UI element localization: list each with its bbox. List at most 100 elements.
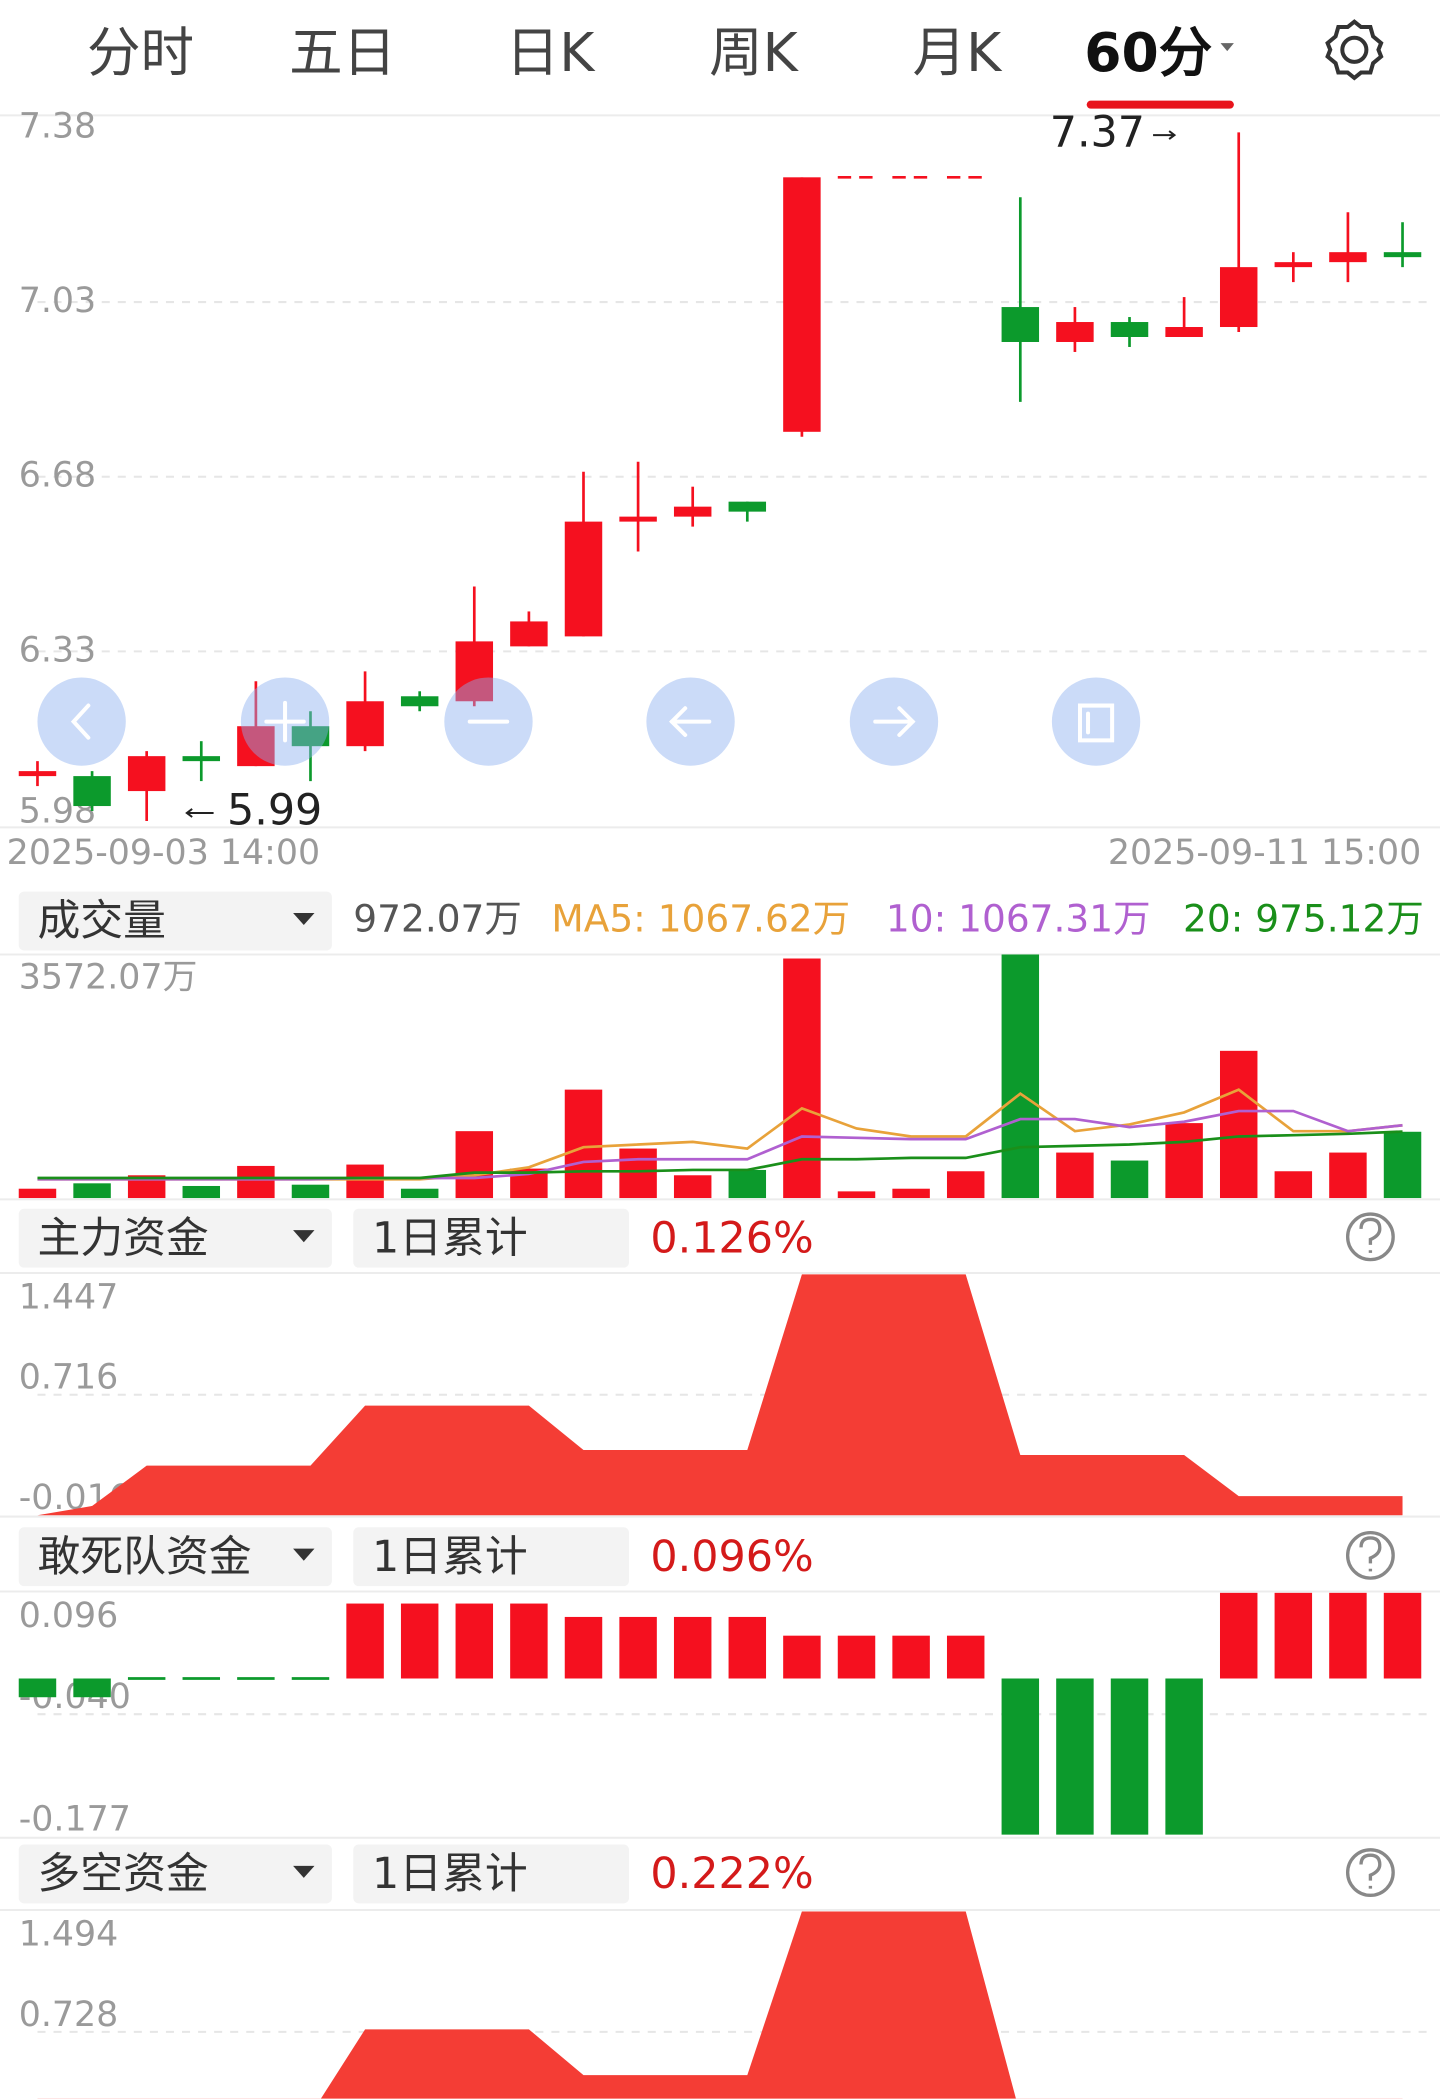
active-tab-underline <box>1086 100 1234 109</box>
fund-bar <box>346 1603 384 1679</box>
fund-bar <box>728 1616 767 1679</box>
period-box <box>353 1844 629 1904</box>
tab[interactable]: 分时 <box>87 21 194 84</box>
selector-label[interactable]: 成交量 <box>37 896 165 946</box>
candle-body <box>564 521 603 637</box>
tab[interactable]: 60分 <box>1084 21 1212 84</box>
volume-bar <box>1383 1131 1422 1199</box>
scroll-right-button[interactable] <box>849 677 939 766</box>
help-icon-mark <box>1359 1536 1382 1572</box>
y-tick-label: 6.33 <box>19 630 96 670</box>
volume-bar <box>455 1131 494 1199</box>
legend-entry: 10: 1067.31万 <box>886 897 1151 941</box>
fund-bar <box>400 1603 439 1679</box>
y-tick-label: 3572.07万 <box>19 958 198 998</box>
volume-bar <box>73 1183 111 1199</box>
y-tick-label: 0.716 <box>19 1358 119 1398</box>
candle-body <box>73 776 111 807</box>
volume-bar <box>400 1188 439 1199</box>
period-box <box>353 1208 629 1268</box>
selector-box[interactable] <box>18 891 332 951</box>
selector-label[interactable]: 主力资金 <box>37 1213 208 1263</box>
fund-bar <box>1165 1678 1203 1835</box>
fund-bar <box>783 1635 821 1679</box>
volume-bar <box>1329 1152 1367 1199</box>
min-price-label: 5.99 <box>227 785 322 835</box>
candle-body <box>783 177 821 432</box>
volume-current: 972.07万 <box>353 897 522 941</box>
volume-bar <box>837 1191 876 1199</box>
period-value: 0.222% <box>650 1849 813 1899</box>
period-value: 0.126% <box>650 1213 813 1263</box>
selector-box[interactable] <box>18 1844 332 1904</box>
candle-body <box>1110 322 1149 337</box>
period-box <box>353 1527 629 1587</box>
candle-body <box>400 696 439 707</box>
candle-body <box>237 726 275 767</box>
fund-area <box>37 1911 1403 2099</box>
tab[interactable]: 日K <box>506 21 597 84</box>
fund-bar <box>1001 1678 1040 1835</box>
selector-label[interactable]: 敢死队资金 <box>37 1532 251 1582</box>
fund-bar <box>1110 1678 1149 1835</box>
help-icon-mark <box>1359 1217 1382 1253</box>
help-icon[interactable] <box>1345 1530 1395 1580</box>
scroll-left-button[interactable] <box>646 677 735 766</box>
candle-body <box>510 621 548 647</box>
fund-bar <box>564 1616 603 1679</box>
y-tick-label: 0.096 <box>19 1596 119 1636</box>
tab[interactable]: 五日 <box>289 21 396 84</box>
help-icon-mark <box>1359 1853 1382 1889</box>
fund-area <box>37 1274 1403 1516</box>
fund-bar <box>1383 1592 1422 1679</box>
period-label: 1日累计 <box>372 1213 528 1263</box>
volume-bar <box>346 1164 384 1199</box>
candle-body <box>18 771 57 777</box>
help-icon[interactable] <box>1345 1212 1395 1262</box>
fund-bar <box>455 1603 494 1679</box>
tab[interactable]: 周K <box>709 21 800 84</box>
rotate-button[interactable] <box>1051 677 1141 766</box>
y-tick-label: 1.447 <box>19 1277 119 1317</box>
volume-bar <box>1110 1160 1149 1199</box>
candle-body <box>1383 252 1422 258</box>
volume-bar <box>127 1175 166 1199</box>
fund-bar <box>1274 1592 1313 1679</box>
settings-icon[interactable] <box>1325 19 1384 81</box>
volume-bar <box>291 1184 330 1199</box>
fund-bar <box>619 1616 657 1679</box>
help-icon[interactable] <box>1345 1848 1395 1897</box>
y-tick-label: 6.68 <box>19 456 96 496</box>
area-group <box>37 1911 1403 2099</box>
volume-bar <box>237 1165 275 1199</box>
nav-buttons <box>37 677 1141 766</box>
x-axis-start: 2025-09-03 14:00 <box>7 833 320 873</box>
selector-arrow <box>293 1230 315 1243</box>
prev-button[interactable] <box>37 677 126 766</box>
y-tick-label: 0.728 <box>19 1995 119 2035</box>
candle-body <box>1274 262 1313 268</box>
period-value: 0.096% <box>650 1532 813 1582</box>
candle-body <box>1001 307 1040 342</box>
selector-label[interactable]: 多空资金 <box>37 1849 208 1899</box>
volume-bar <box>1001 954 1040 1199</box>
fund-bar <box>1329 1592 1367 1679</box>
candle-body <box>1329 252 1367 263</box>
selector-box[interactable] <box>18 1208 332 1268</box>
tab[interactable]: 月K <box>913 21 1004 84</box>
legend-entry: MA5: 1067.62万 <box>551 897 850 941</box>
ma-line <box>37 1130 1403 1180</box>
candle-body <box>1165 327 1203 337</box>
zoom-out-button[interactable] <box>444 677 533 766</box>
selector-arrow <box>293 1865 315 1878</box>
candle-body <box>728 501 767 512</box>
candle-body <box>673 506 712 517</box>
tab-dropdown-arrow <box>1220 43 1234 52</box>
zoom-in-button[interactable] <box>240 677 330 766</box>
selector-box[interactable] <box>18 1527 332 1587</box>
area-group <box>37 1274 1403 1516</box>
y-tick-label: -0.177 <box>19 1799 131 1839</box>
fund-bar <box>1219 1592 1258 1679</box>
volume-bar <box>728 1169 767 1199</box>
candle-body <box>291 726 330 747</box>
